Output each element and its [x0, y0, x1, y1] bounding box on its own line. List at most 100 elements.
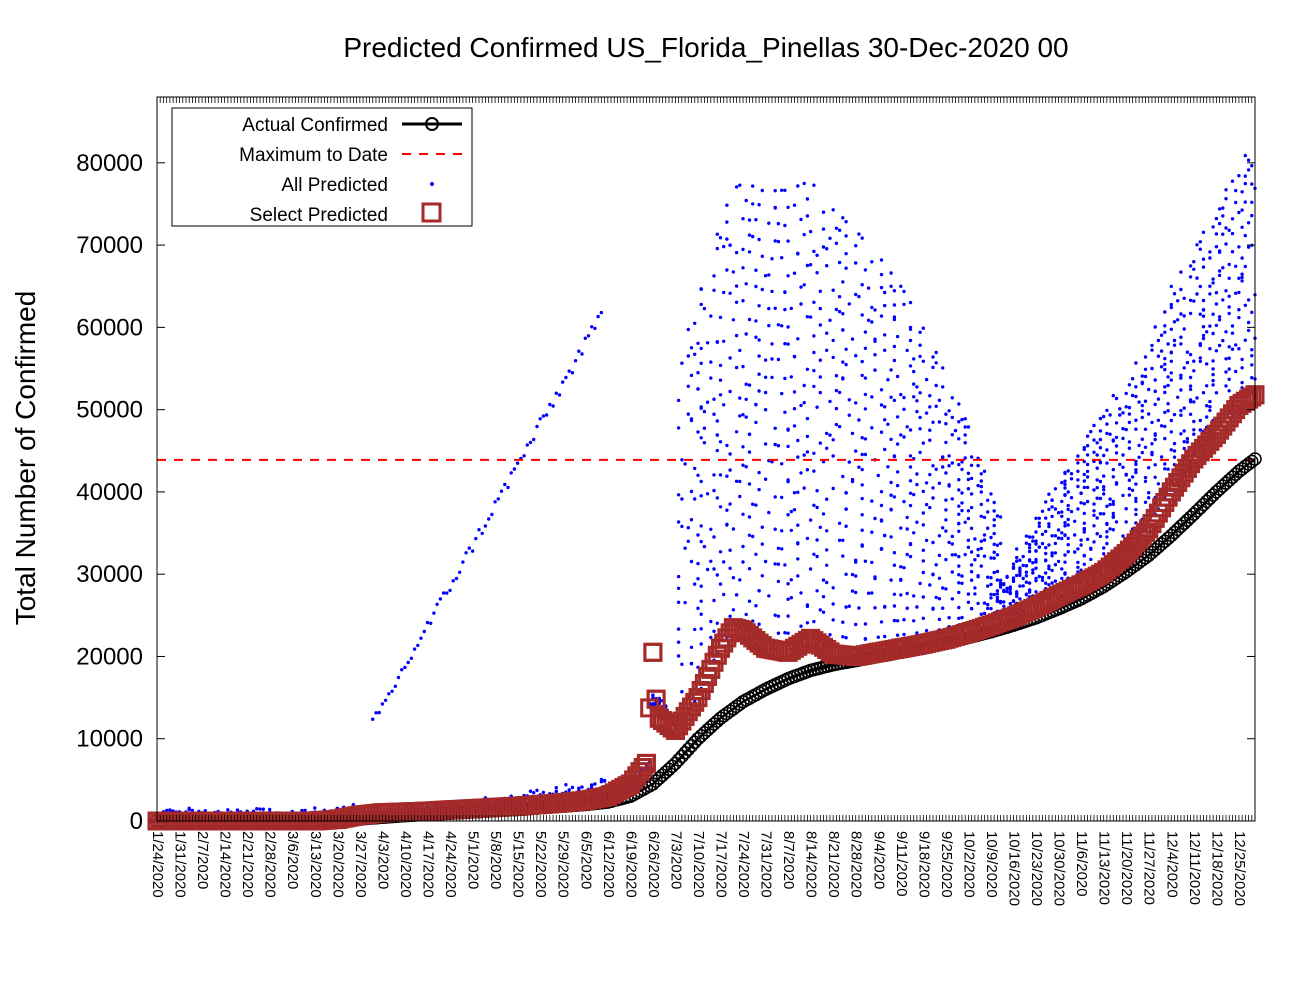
all-predicted-point — [1140, 437, 1145, 441]
all-predicted-point — [792, 508, 797, 512]
x-tick-label: 10/9/2020 — [983, 831, 1000, 898]
all-predicted-point — [1056, 528, 1061, 532]
plot-frame — [156, 96, 1256, 822]
all-predicted-point — [870, 260, 874, 264]
all-predicted-point — [747, 482, 752, 486]
all-predicted-point — [879, 518, 884, 522]
all-predicted-point — [1047, 507, 1051, 512]
all-predicted-point — [857, 418, 861, 422]
y-tick-label: 40000 — [76, 479, 143, 506]
all-predicted-point — [1156, 418, 1161, 422]
all-predicted-point — [1085, 475, 1090, 479]
all-predicted-point — [892, 454, 897, 458]
all-predicted-point — [747, 432, 752, 436]
select-predicted-marker — [891, 638, 911, 658]
all-predicted-point — [258, 807, 262, 811]
all-predicted-point — [699, 361, 703, 365]
all-predicted-point — [841, 216, 845, 220]
all-predicted-point — [821, 460, 826, 464]
all-predicted-point — [860, 528, 864, 532]
all-predicted-point — [747, 450, 752, 454]
all-predicted-point — [1121, 453, 1125, 457]
all-predicted-point — [808, 263, 813, 267]
all-predicted-point — [1243, 233, 1248, 238]
all-predicted-point — [886, 378, 890, 382]
all-predicted-point — [1150, 343, 1154, 348]
all-predicted-point — [1031, 571, 1035, 575]
select-predicted-marker — [620, 774, 640, 794]
all-predicted-point — [1034, 560, 1038, 564]
x-tick-label: 5/29/2020 — [555, 831, 572, 898]
all-predicted-point — [1156, 482, 1161, 486]
all-predicted-point — [515, 461, 520, 465]
all-predicted-point — [1044, 571, 1048, 575]
all-predicted-point — [792, 390, 797, 394]
all-predicted-point — [725, 268, 729, 272]
all-predicted-point — [734, 185, 739, 189]
all-predicted-point — [918, 450, 922, 455]
all-predicted-point — [1166, 375, 1170, 379]
all-predicted-point — [812, 451, 816, 455]
all-predicted-point — [1034, 557, 1038, 562]
all-predicted-point — [802, 232, 806, 237]
all-predicted-point — [805, 315, 810, 319]
all-predicted-point — [924, 481, 929, 485]
all-predicted-point — [783, 563, 787, 567]
select-predicted-marker — [1184, 449, 1204, 469]
all-predicted-point — [557, 393, 562, 397]
all-predicted-point — [1153, 463, 1157, 467]
select-predicted-marker — [1049, 586, 1069, 606]
all-predicted-point — [1069, 477, 1074, 481]
all-predicted-point — [857, 232, 861, 236]
all-predicted-point — [1063, 572, 1067, 576]
all-predicted-point — [744, 415, 748, 419]
all-predicted-point — [1250, 376, 1254, 380]
all-predicted-point — [1201, 333, 1206, 338]
all-predicted-point — [1201, 265, 1206, 269]
all-predicted-point — [1230, 324, 1235, 328]
all-predicted-point — [921, 523, 925, 527]
all-predicted-point — [944, 422, 948, 426]
all-predicted-point — [786, 597, 790, 601]
all-predicted-point — [1002, 588, 1006, 592]
all-predicted-point — [950, 433, 954, 437]
all-predicted-point — [950, 396, 954, 400]
all-predicted-point — [799, 403, 803, 408]
all-predicted-point — [857, 465, 861, 469]
all-predicted-point — [683, 600, 687, 605]
all-predicted-point — [554, 391, 558, 395]
all-predicted-point — [969, 463, 974, 467]
all-predicted-point — [857, 606, 861, 610]
all-predicted-point — [738, 396, 742, 400]
all-predicted-point — [1021, 554, 1025, 559]
all-predicted-point — [1092, 438, 1096, 442]
all-predicted-point — [734, 300, 739, 304]
all-predicted-point — [1024, 564, 1029, 568]
all-predicted-point — [780, 256, 784, 260]
all-predicted-point — [825, 348, 829, 352]
all-predicted-point — [763, 358, 768, 362]
all-predicted-point — [828, 433, 832, 437]
all-predicted-point — [1060, 567, 1064, 571]
all-predicted-point — [950, 415, 954, 420]
all-predicted-point — [947, 464, 951, 468]
x-tick-label: 7/24/2020 — [735, 831, 752, 898]
all-predicted-point — [1182, 314, 1186, 318]
all-predicted-point — [792, 424, 797, 428]
all-predicted-point — [1230, 347, 1235, 351]
all-predicted-point — [892, 289, 897, 293]
all-predicted-point — [821, 245, 826, 249]
all-predicted-point — [837, 424, 842, 429]
all-predicted-point — [1005, 589, 1009, 594]
all-predicted-point — [863, 376, 868, 380]
all-predicted-point — [879, 546, 884, 551]
all-predicted-point — [825, 446, 829, 450]
all-predicted-point — [889, 437, 893, 441]
all-predicted-point — [1234, 200, 1238, 205]
all-predicted-point — [1047, 575, 1051, 580]
all-predicted-point — [873, 516, 877, 521]
all-predicted-point — [1214, 291, 1219, 295]
all-predicted-point — [1063, 524, 1067, 528]
all-predicted-point — [1143, 374, 1148, 379]
all-predicted-point — [805, 536, 810, 541]
